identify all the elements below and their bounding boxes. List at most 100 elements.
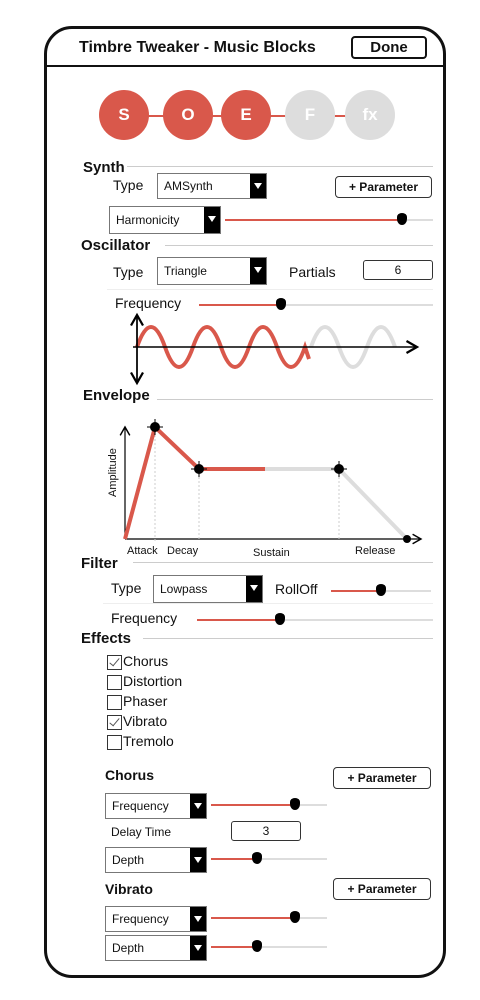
effect-label: Phaser: [123, 693, 168, 709]
effect-label: Tremolo: [123, 733, 174, 749]
synth-divider: [127, 166, 433, 167]
vibrato-depth-value: Depth: [112, 941, 145, 955]
filter-type-value: Lowpass: [160, 582, 208, 596]
slider-thumb[interactable]: [396, 213, 407, 225]
delay-time-label: Delay Time: [111, 825, 172, 839]
envelope-divider: [157, 399, 433, 400]
attack-label: Attack: [127, 545, 158, 557]
vibrato-add-parameter-button[interactable]: + Parameter: [333, 878, 431, 900]
synth-type-select[interactable]: AMSynth: [157, 173, 267, 199]
filter-type-select[interactable]: Lowpass: [153, 575, 263, 603]
rolloff-label: RollOff: [275, 581, 318, 597]
done-button[interactable]: Done: [351, 36, 427, 59]
oscillator-type-value: Triangle: [164, 264, 207, 278]
chevron-down-icon: [190, 848, 206, 872]
step-o[interactable]: O: [163, 90, 213, 140]
sustain-label: Sustain: [253, 547, 290, 559]
synth-type-value: AMSynth: [164, 179, 213, 193]
chevron-down-icon: [204, 207, 220, 233]
effect-checkbox-tremolo[interactable]: [107, 735, 122, 750]
effect-checkbox-chorus[interactable]: [107, 655, 122, 670]
chevron-down-icon: [250, 174, 266, 198]
synth-add-parameter-button[interactable]: + Parameter: [335, 176, 432, 198]
filter-frequency-slider[interactable]: [197, 613, 433, 627]
synth-heading: Synth: [83, 159, 125, 176]
envelope-inactive-curve: [265, 467, 409, 541]
effect-checkbox-distortion[interactable]: [107, 675, 122, 690]
chorus-frequency-value: Frequency: [112, 799, 169, 813]
rolloff-slider[interactable]: [331, 584, 431, 598]
vibrato-depth-select[interactable]: Depth: [105, 935, 207, 961]
partials-label: Partials: [289, 264, 336, 280]
chorus-add-parameter-button[interactable]: + Parameter: [333, 767, 431, 789]
slider-thumb[interactable]: [275, 298, 286, 310]
waveform-preview: [130, 312, 420, 386]
vibrato-frequency-value: Frequency: [112, 912, 169, 926]
release-handle[interactable]: [399, 535, 415, 543]
slider-thumb[interactable]: [252, 852, 263, 864]
oscillator-type-label: Type: [113, 264, 144, 280]
filter-type-label: Type: [111, 580, 142, 596]
attack-handle[interactable]: [147, 419, 163, 435]
vibrato-depth-slider[interactable]: [211, 940, 327, 954]
vibrato-frequency-slider[interactable]: [211, 911, 327, 925]
envelope-active-curve: [123, 423, 265, 540]
delay-time-input[interactable]: 3: [231, 821, 301, 841]
filter-heading: Filter: [81, 555, 118, 572]
chevron-down-icon: [190, 936, 206, 960]
synth-parameter-value: Harmonicity: [116, 213, 180, 227]
step-e[interactable]: E: [221, 90, 271, 140]
chorus-depth-select[interactable]: Depth: [105, 847, 207, 873]
sustain-handle[interactable]: [331, 461, 347, 477]
slider-thumb[interactable]: [274, 613, 285, 625]
filter-type-divider: [103, 603, 433, 604]
effect-label: Vibrato: [123, 713, 168, 729]
chorus-depth-slider[interactable]: [211, 852, 327, 866]
chevron-down-icon: [190, 794, 206, 818]
oscillator-type-select[interactable]: Triangle: [157, 257, 267, 285]
slider-thumb[interactable]: [289, 798, 300, 810]
chevron-down-icon: [190, 907, 206, 931]
envelope-heading: Envelope: [83, 387, 150, 404]
effect-checkbox-phaser[interactable]: [107, 695, 122, 710]
slider-thumb[interactable]: [376, 584, 386, 596]
effects-heading: Effects: [81, 630, 132, 647]
filter-divider: [133, 562, 433, 563]
partials-input[interactable]: 6: [363, 260, 433, 280]
chevron-down-icon: [250, 258, 266, 284]
synth-parameter-slider[interactable]: [225, 213, 433, 227]
decay-label: Decay: [167, 545, 199, 557]
chorus-frequency-slider[interactable]: [211, 798, 327, 812]
window-title: Timbre Tweaker - Music Blocks: [79, 39, 316, 56]
oscillator-divider: [165, 245, 433, 246]
vibrato-frequency-select[interactable]: Frequency: [105, 906, 207, 932]
effects-divider: [143, 638, 433, 639]
effect-label: Chorus: [123, 653, 169, 669]
chorus-frequency-select[interactable]: Frequency: [105, 793, 207, 819]
release-label: Release: [355, 545, 396, 557]
oscillator-frequency-label: Frequency: [115, 295, 182, 311]
slider-thumb[interactable]: [289, 911, 300, 923]
oscillator-type-divider: [107, 289, 433, 290]
filter-frequency-label: Frequency: [111, 610, 178, 626]
envelope-graph: [119, 419, 423, 545]
decay-handle[interactable]: [191, 461, 207, 477]
synth-type-label: Type: [113, 177, 144, 193]
slider-thumb[interactable]: [252, 940, 263, 952]
title-bar: Timbre Tweaker - Music Blocks Done: [47, 29, 443, 67]
oscillator-heading: Oscillator: [81, 237, 151, 254]
synth-parameter-select[interactable]: Harmonicity: [109, 206, 221, 234]
chorus-depth-value: Depth: [112, 853, 145, 867]
step-f[interactable]: F: [285, 90, 335, 140]
effect-label: Distortion: [123, 673, 183, 689]
step-fx[interactable]: fx: [345, 90, 395, 140]
waveform-inactive: [309, 325, 397, 369]
oscillator-frequency-slider[interactable]: [199, 298, 433, 312]
vibrato-heading: Vibrato: [105, 881, 153, 897]
effect-checkbox-vibrato[interactable]: [107, 715, 122, 730]
envelope-y-label: Amplitude: [107, 448, 119, 497]
chorus-heading: Chorus: [105, 767, 154, 783]
chevron-down-icon: [246, 576, 262, 602]
step-s[interactable]: S: [99, 90, 149, 140]
